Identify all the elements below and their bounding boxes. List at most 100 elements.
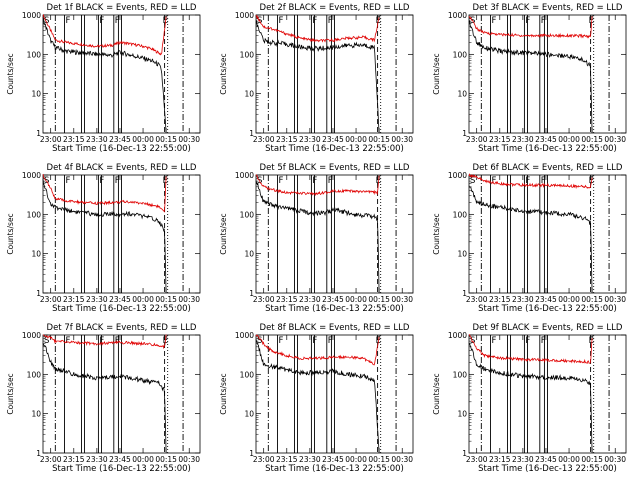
marker-f: F xyxy=(99,176,104,186)
x-tick-label: 00:15 xyxy=(368,455,390,464)
y-tick-label: 1000 xyxy=(22,11,41,20)
marker-f: F xyxy=(279,336,284,346)
marker-f: F xyxy=(99,336,104,346)
marker-e: E xyxy=(589,16,594,26)
x-tick-label: 23:45 xyxy=(109,295,131,304)
x-tick-label: 23:45 xyxy=(535,455,557,464)
y-axis-label: Counts/sec xyxy=(219,373,228,414)
marker-f: F xyxy=(312,336,317,346)
panel-title: Det 5f BLACK = Events, RED = LLD xyxy=(260,163,410,173)
y-tick-label: 10 xyxy=(457,90,467,99)
marker-s: S xyxy=(44,16,49,26)
marker-f: F xyxy=(66,336,71,346)
y-tick-label: 10 xyxy=(244,410,254,419)
panel-title: Det 4f BLACK = Events, RED = LLD xyxy=(47,163,197,173)
panel-8: Det 8f BLACK = Events, RED = LLD 1 10 100 10… xyxy=(219,323,414,474)
marker-f: F xyxy=(312,16,317,26)
x-tick-label: 00:30 xyxy=(178,295,200,304)
x-tick-label: 23:15 xyxy=(63,135,85,144)
y-tick-label: 1000 xyxy=(22,331,41,340)
x-tick-label: 00:00 xyxy=(558,135,580,144)
series-lld-line xyxy=(42,13,167,56)
x-tick-label: 23:45 xyxy=(109,135,131,144)
x-axis-label: Start Time (16-Dec-13 22:55:00) xyxy=(52,464,191,474)
panel-1: Det 1f BLACK = Events, RED = LLD 1 10 100 10… xyxy=(6,3,201,154)
marker-s: S xyxy=(470,176,475,186)
series-lld-line xyxy=(42,173,167,213)
x-tick-label: 23:15 xyxy=(489,135,511,144)
y-axis-label: Counts/sec xyxy=(432,53,441,94)
x-tick-label: 00:15 xyxy=(581,295,603,304)
x-tick-label: 00:30 xyxy=(604,455,626,464)
x-tick-label: 00:15 xyxy=(155,455,177,464)
x-tick-label: 23:30 xyxy=(86,135,108,144)
series-lld-line xyxy=(255,14,380,43)
x-tick-label: 23:45 xyxy=(535,135,557,144)
x-tick-label: 00:30 xyxy=(604,135,626,144)
marker-f: F xyxy=(328,16,333,26)
x-axis-label: Start Time (16-Dec-13 22:55:00) xyxy=(478,304,617,314)
x-tick-label: 23:00 xyxy=(253,295,275,304)
x-tick-label: 23:15 xyxy=(489,455,511,464)
x-tick-label: 00:00 xyxy=(345,135,367,144)
x-tick-label: 00:15 xyxy=(368,295,390,304)
y-tick-label: 100 xyxy=(453,370,468,379)
panel-title: Det 2f BLACK = Events, RED = LLD xyxy=(260,3,410,13)
x-tick-label: 23:15 xyxy=(63,295,85,304)
marker-f: F xyxy=(279,16,284,26)
x-tick-label: 00:15 xyxy=(155,135,177,144)
x-tick-label: 23:00 xyxy=(253,135,275,144)
y-axis-label: Counts/sec xyxy=(432,373,441,414)
series-events-line xyxy=(255,19,380,134)
x-tick-label: 00:15 xyxy=(368,135,390,144)
x-tick-label: 23:00 xyxy=(40,295,62,304)
y-axis-label: Counts/sec xyxy=(432,213,441,254)
panel-5: Det 5f BLACK = Events, RED = LLD 1 10 100 10… xyxy=(219,163,414,314)
y-tick-label: 1 xyxy=(462,129,467,138)
panel-2: Det 2f BLACK = Events, RED = LLD 1 10 100 10… xyxy=(219,3,414,154)
x-tick-label: 00:30 xyxy=(178,135,200,144)
x-tick-label: 00:30 xyxy=(391,455,413,464)
x-tick-label: 23:15 xyxy=(489,295,511,304)
marker-f: F xyxy=(492,16,497,26)
series-events-line xyxy=(255,339,380,454)
x-axis-label: Start Time (16-Dec-13 22:55:00) xyxy=(265,464,404,474)
y-tick-label: 1 xyxy=(462,289,467,298)
panel-9: Det 9f BLACK = Events, RED = LLD 1 10 100 10… xyxy=(432,323,627,474)
marker-f: F xyxy=(525,336,530,346)
x-tick-label: 23:15 xyxy=(276,455,298,464)
x-tick-label: 23:45 xyxy=(322,455,344,464)
marker-s: S xyxy=(470,336,475,346)
marker-e: E xyxy=(163,176,168,186)
x-tick-label: 00:00 xyxy=(558,455,580,464)
marker-f: F xyxy=(115,176,120,186)
series-events-line xyxy=(468,185,593,293)
marker-f: F xyxy=(492,336,497,346)
panel-4: Det 4f BLACK = Events, RED = LLD 1 10 100 10… xyxy=(6,163,201,314)
series-events-line xyxy=(42,17,167,134)
marker-f: F xyxy=(541,16,546,26)
series-lld-line xyxy=(255,334,380,366)
x-tick-label: 00:00 xyxy=(345,455,367,464)
x-tick-label: 00:00 xyxy=(132,135,154,144)
x-axis-label: Start Time (16-Dec-13 22:55:00) xyxy=(478,144,617,154)
x-tick-label: 23:00 xyxy=(466,135,488,144)
y-tick-label: 100 xyxy=(453,210,468,219)
y-tick-label: 1000 xyxy=(235,171,254,180)
y-tick-label: 1000 xyxy=(22,171,41,180)
x-tick-label: 23:00 xyxy=(466,455,488,464)
x-tick-label: 23:00 xyxy=(466,295,488,304)
x-tick-label: 00:15 xyxy=(581,455,603,464)
series-events-line xyxy=(42,343,167,452)
y-tick-label: 10 xyxy=(31,90,41,99)
y-tick-label: 1 xyxy=(36,449,41,458)
x-tick-label: 23:30 xyxy=(512,455,534,464)
y-tick-label: 1 xyxy=(249,289,254,298)
x-tick-label: 23:30 xyxy=(299,135,321,144)
marker-f: F xyxy=(115,336,120,346)
panel-title: Det 8f BLACK = Events, RED = LLD xyxy=(260,323,410,333)
x-tick-label: 23:45 xyxy=(535,295,557,304)
x-tick-label: 00:30 xyxy=(604,295,626,304)
y-tick-label: 10 xyxy=(244,90,254,99)
y-tick-label: 100 xyxy=(27,50,42,59)
